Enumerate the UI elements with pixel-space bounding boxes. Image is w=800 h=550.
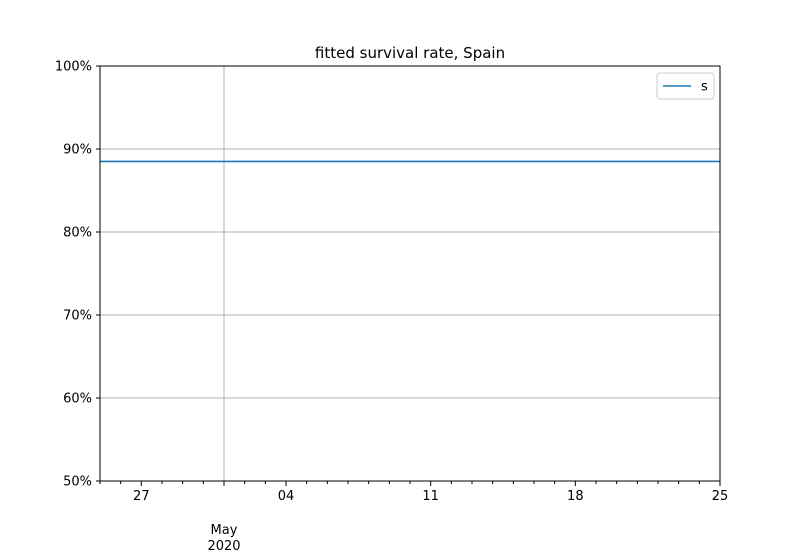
y-tick-label: 50% (63, 475, 92, 490)
plot-frame (99, 65, 721, 482)
legend: s (656, 72, 715, 100)
y-tick-label: 70% (63, 309, 92, 324)
y-axis: 50% 60% 70% 80% 90% 100% (55, 60, 100, 490)
x-tick-label: 04 (278, 489, 295, 504)
grid-lines (100, 65, 720, 482)
x-tick-label: 11 (422, 489, 439, 504)
x-month-label: May (211, 523, 238, 538)
x-tick-label: 25 (712, 489, 729, 504)
x-tick-label: 18 (567, 489, 584, 504)
y-tick-label: 80% (63, 226, 92, 241)
x-year-label: 2020 (207, 539, 240, 550)
legend-label: s (701, 80, 708, 95)
chart-title: fitted survival rate, Spain (315, 44, 505, 62)
y-tick-label: 90% (63, 143, 92, 158)
y-tick-label: 100% (55, 60, 92, 75)
y-tick-label: 60% (63, 392, 92, 407)
x-tick-label: 27 (133, 489, 150, 504)
